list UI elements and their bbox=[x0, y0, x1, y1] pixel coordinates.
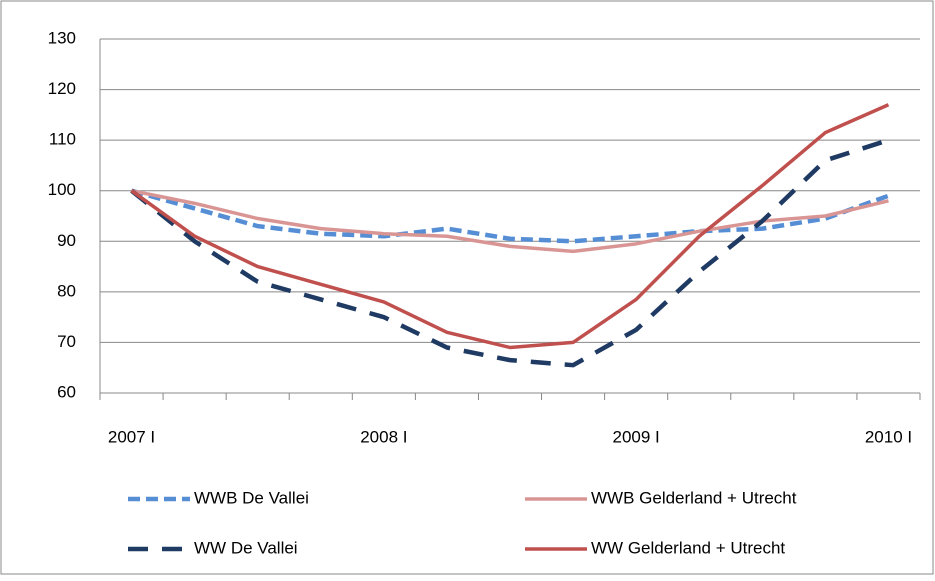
y-tick-label: 110 bbox=[49, 130, 76, 149]
legend-label: WWB Gelderland + Utrecht bbox=[591, 488, 797, 507]
series-line bbox=[130, 103, 890, 350]
x-tick-label: 2007 I bbox=[108, 427, 155, 446]
y-tick-label: 70 bbox=[57, 332, 76, 351]
x-tick-label: 2010 I bbox=[865, 427, 912, 446]
legend-label: WW De Vallei bbox=[194, 538, 298, 557]
x-tick-label: 2009 I bbox=[613, 427, 660, 446]
x-tick-label: 2008 I bbox=[360, 427, 407, 446]
legend-label: WWB De Vallei bbox=[194, 488, 309, 507]
y-tick-label: 100 bbox=[48, 180, 76, 199]
series-line bbox=[130, 138, 890, 368]
legend-label: WW Gelderland + Utrecht bbox=[591, 538, 785, 557]
y-tick-label: 90 bbox=[57, 231, 76, 250]
y-tick-label: 80 bbox=[57, 281, 76, 300]
series-line bbox=[130, 188, 890, 244]
y-tick-label: 130 bbox=[48, 28, 76, 47]
y-tick-label: 60 bbox=[57, 382, 76, 401]
y-tick-label: 120 bbox=[48, 79, 76, 98]
